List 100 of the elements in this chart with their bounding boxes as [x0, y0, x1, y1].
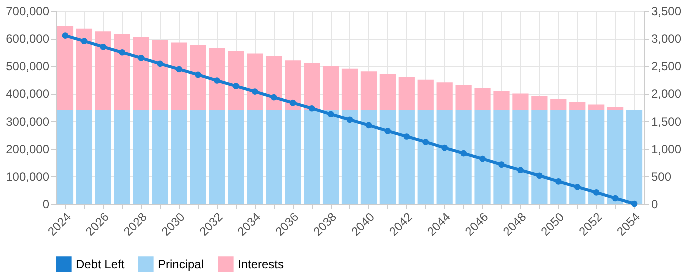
point	[460, 150, 467, 157]
point	[62, 32, 69, 39]
point	[555, 178, 562, 185]
point	[233, 83, 240, 90]
bar	[418, 80, 434, 110]
point	[138, 54, 145, 62]
bar	[57, 110, 74, 204]
bar	[380, 110, 396, 204]
bar	[607, 110, 624, 204]
point	[518, 167, 524, 174]
bar	[512, 94, 529, 110]
y2-tick-label: 2,000	[652, 87, 682, 102]
bar	[342, 68, 358, 110]
point	[574, 184, 581, 190]
point	[270, 94, 278, 101]
bar	[456, 85, 472, 110]
bar	[171, 42, 188, 110]
bar	[190, 110, 206, 204]
bar	[285, 110, 302, 204]
bar	[152, 110, 168, 204]
bar	[626, 110, 643, 204]
y-tick-label: 0	[42, 198, 50, 212]
bar	[570, 110, 586, 204]
bar	[512, 110, 529, 204]
bar	[456, 110, 472, 204]
y2-tick-label: 3,000	[652, 32, 682, 46]
bar	[228, 110, 244, 204]
legend-label: Principal	[158, 257, 204, 272]
bar	[152, 40, 168, 110]
point	[384, 128, 392, 134]
bar	[607, 108, 624, 110]
bar	[398, 110, 415, 204]
point	[536, 172, 543, 180]
bar	[436, 110, 453, 204]
y2-tick-label: 1,500	[652, 114, 682, 129]
bar	[304, 63, 320, 110]
bar	[322, 110, 340, 204]
bar	[588, 110, 605, 204]
bar	[474, 110, 491, 204]
bar	[570, 102, 586, 110]
point	[480, 156, 486, 162]
bar	[285, 60, 302, 110]
point	[195, 72, 202, 78]
bar	[474, 88, 491, 110]
bar	[418, 110, 434, 204]
bar	[380, 74, 396, 110]
bar	[588, 104, 605, 110]
y2-tick-label: 500	[652, 170, 672, 184]
legend-label: Interests	[238, 257, 284, 272]
bar	[190, 45, 206, 110]
bar	[360, 72, 378, 110]
bar	[342, 110, 358, 204]
point	[119, 49, 126, 56]
bar	[360, 110, 378, 204]
bar	[322, 66, 340, 110]
point	[366, 122, 372, 129]
point	[498, 162, 505, 168]
point	[631, 200, 638, 208]
y2-tick-label: 0	[652, 198, 658, 212]
bar	[247, 110, 264, 204]
bar	[550, 99, 567, 110]
bar	[228, 50, 244, 110]
bar	[532, 110, 548, 204]
bar	[532, 96, 548, 110]
y-tick-label: 500,000	[6, 60, 50, 74]
bar	[76, 28, 93, 110]
bar	[436, 82, 453, 110]
bar	[209, 48, 226, 110]
point	[100, 44, 107, 50]
point	[81, 38, 88, 44]
point	[346, 116, 354, 124]
y-tick-label: 700,000	[6, 4, 50, 18]
bar	[550, 110, 567, 204]
y-tick-label: 100,000	[6, 170, 50, 184]
y-tick-label: 300,000	[6, 114, 50, 129]
legend-label: Debt Left	[76, 257, 126, 272]
bar	[494, 110, 510, 204]
bar	[171, 110, 188, 204]
point	[157, 60, 164, 68]
point	[290, 100, 296, 106]
bar	[494, 90, 510, 110]
bar	[114, 110, 130, 204]
point	[612, 195, 619, 202]
y-tick-label: 400,000	[6, 87, 50, 102]
bar	[266, 56, 282, 110]
bar	[114, 34, 130, 110]
point	[328, 111, 334, 118]
bar	[247, 54, 264, 110]
point	[593, 190, 600, 196]
point	[176, 66, 182, 73]
bar	[76, 110, 93, 204]
y2-tick-label: 2,500	[652, 60, 682, 74]
y-tick-label: 600,000	[6, 32, 50, 46]
y2-tick-label: 1,000	[652, 142, 682, 156]
point	[422, 139, 430, 146]
point	[214, 78, 220, 84]
bar	[95, 32, 112, 110]
bar	[57, 26, 74, 110]
bar	[133, 110, 150, 204]
bar	[398, 77, 415, 110]
